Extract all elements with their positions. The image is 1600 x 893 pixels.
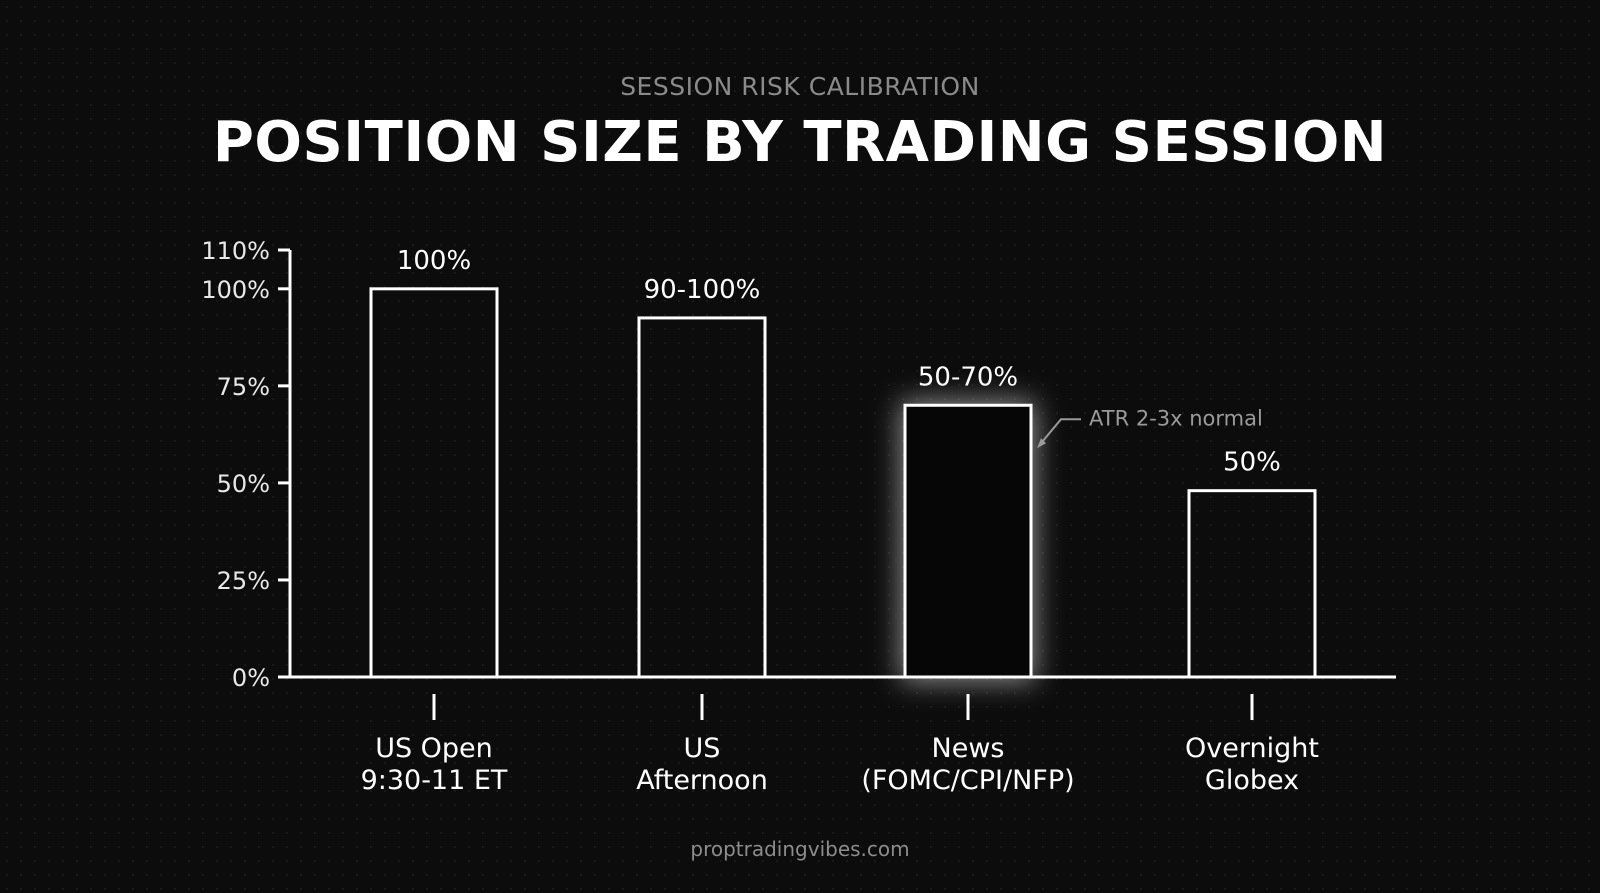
bar (369, 287, 499, 679)
axes-layer: 0% 25% 50% 75% 100% 110% (201, 237, 1396, 720)
data-label: 90-100% (644, 275, 761, 305)
annotation-leader-line (1040, 418, 1081, 444)
y-tick-label: 50% (217, 470, 270, 498)
chart-title: POSITION SIZE BY TRADING SESSION (212, 110, 1388, 175)
bar (903, 403, 1033, 679)
x-tick-label: Afternoon (636, 765, 768, 796)
y-tick-label: 100% (201, 276, 270, 304)
x-tick-label: US (684, 733, 721, 764)
bar (637, 316, 767, 679)
x-tick-label: Overnight (1185, 733, 1319, 764)
x-tick-label: (FOMC/CPI/NFP) (861, 765, 1074, 796)
y-tick-label: 75% (217, 373, 270, 401)
data-label: 50% (1223, 448, 1281, 478)
data-label: 100% (397, 246, 471, 276)
data-label: 50-70% (918, 362, 1018, 392)
chart-subtitle: SESSION RISK CALIBRATION (620, 72, 980, 101)
y-tick-label: 0% (232, 664, 270, 692)
x-tick-label: News (932, 733, 1005, 764)
x-tick-label: 9:30-11 ET (361, 765, 508, 796)
annotation-arrow-head (1037, 438, 1046, 449)
bar (1187, 489, 1317, 679)
annotation-text: ATR 2-3x normal (1089, 406, 1263, 430)
footer-url: proptradingvibes.com (690, 837, 910, 861)
x-tick-label: US Open (375, 733, 493, 764)
y-tick-label: 25% (217, 567, 270, 595)
bars-layer (369, 287, 1317, 679)
y-tick-label: 110% (201, 237, 270, 265)
x-tick-label: Globex (1205, 765, 1299, 796)
